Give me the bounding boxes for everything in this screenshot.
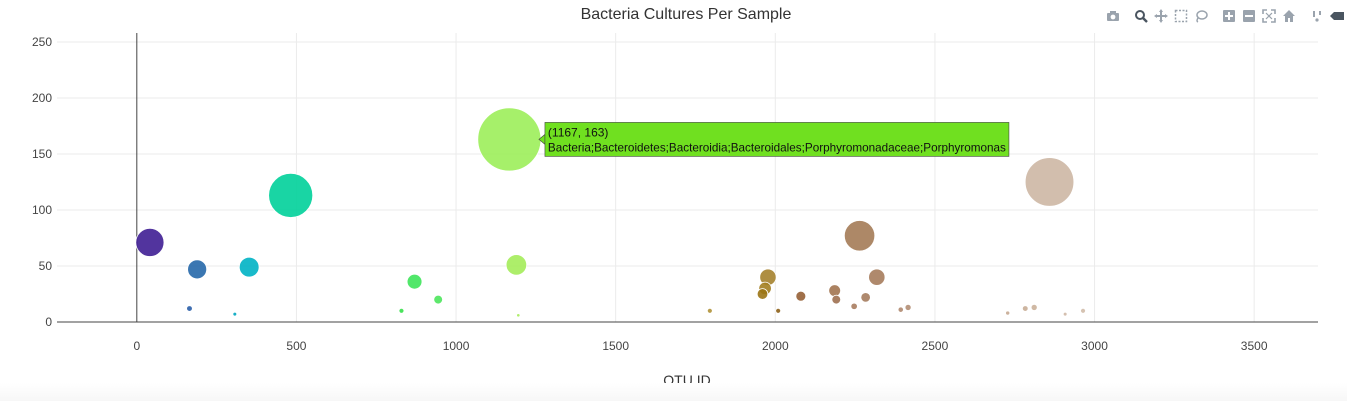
autoscale-icon[interactable] (1259, 6, 1279, 26)
tooltip-box (544, 122, 1010, 157)
bubble-point[interactable] (868, 268, 886, 286)
x-tick-label: 2000 (762, 339, 789, 353)
bubbles-layer[interactable] (135, 107, 1086, 318)
page-footer-fade (0, 383, 1347, 401)
bubble-point[interactable] (1030, 303, 1038, 311)
bubble-point[interactable] (135, 227, 165, 257)
x-tick-label: 0 (133, 339, 140, 353)
y-tick-label: 150 (32, 147, 52, 161)
x-tick-label: 2500 (922, 339, 949, 353)
bubble-point[interactable] (477, 107, 542, 172)
bubble-point[interactable] (232, 311, 238, 317)
zoom-out-icon[interactable] (1239, 6, 1259, 26)
bubble-point[interactable] (238, 256, 260, 278)
spike-lines-icon[interactable] (1307, 6, 1327, 26)
bubble-point[interactable] (775, 307, 782, 314)
tooltip-coords: (1167, 163) (548, 125, 609, 139)
y-tick-label: 0 (45, 315, 52, 329)
y-tick-label: 50 (39, 259, 53, 273)
tooltip-label: Bacteria;Bacteroidetes;Bacteroidia;Bacte… (548, 140, 1006, 154)
x-tick-label: 1000 (443, 339, 470, 353)
grid-lines (57, 33, 1318, 322)
bubble-point[interactable] (406, 273, 423, 290)
box-select-icon[interactable] (1171, 6, 1191, 26)
bubble-point[interactable] (268, 172, 314, 218)
hover-closest-icon[interactable] (1327, 6, 1347, 26)
bubble-point[interactable] (187, 259, 208, 280)
bubble-point[interactable] (1021, 305, 1029, 312)
hover-tooltip: (1167, 163)Bacteria;Bacteroidetes;Bacter… (538, 122, 1010, 157)
zoom-icon[interactable] (1131, 6, 1151, 26)
bubble-point[interactable] (1080, 307, 1086, 314)
tick-labels: 0 500 1000 1500 2000 2500 3000 3500 0 50 100 150 200… (32, 35, 1268, 353)
bubble-point[interactable] (828, 284, 841, 297)
reset-axes-icon[interactable] (1279, 6, 1299, 26)
chart-title: Bacteria Cultures Per Sample (581, 6, 792, 23)
modebar (1103, 6, 1347, 26)
x-tick-label: 3500 (1241, 339, 1268, 353)
y-tick-label: 250 (32, 35, 52, 49)
bubble-point[interactable] (850, 302, 858, 310)
bubble-point[interactable] (1062, 311, 1068, 317)
bubble-point[interactable] (897, 306, 904, 313)
bubble-point[interactable] (706, 307, 713, 314)
x-tick-label: 1500 (602, 339, 629, 353)
bubble-point[interactable] (516, 313, 521, 318)
camera-icon[interactable] (1103, 6, 1123, 26)
bubble-point[interactable] (186, 305, 193, 312)
x-tick-label: 500 (286, 339, 306, 353)
bubble-point[interactable] (904, 303, 912, 311)
pan-icon[interactable] (1151, 6, 1171, 26)
bubble-point[interactable] (756, 288, 769, 300)
y-tick-label: 100 (32, 203, 52, 217)
bubble-point[interactable] (505, 254, 528, 276)
bubble-point[interactable] (831, 294, 842, 305)
bubble-point[interactable] (860, 292, 871, 303)
lasso-select-icon[interactable] (1191, 6, 1211, 26)
x-tick-label: 3000 (1081, 339, 1108, 353)
bubble-point[interactable] (1024, 157, 1075, 207)
zoom-in-icon[interactable] (1219, 6, 1239, 26)
y-tick-label: 200 (32, 91, 52, 105)
bubble-point[interactable] (843, 220, 876, 252)
bubble-point[interactable] (433, 294, 443, 305)
bubble-point[interactable] (795, 290, 807, 302)
bubble-point[interactable] (398, 307, 405, 314)
bubble-point[interactable] (1005, 310, 1011, 316)
axes (57, 33, 1318, 323)
